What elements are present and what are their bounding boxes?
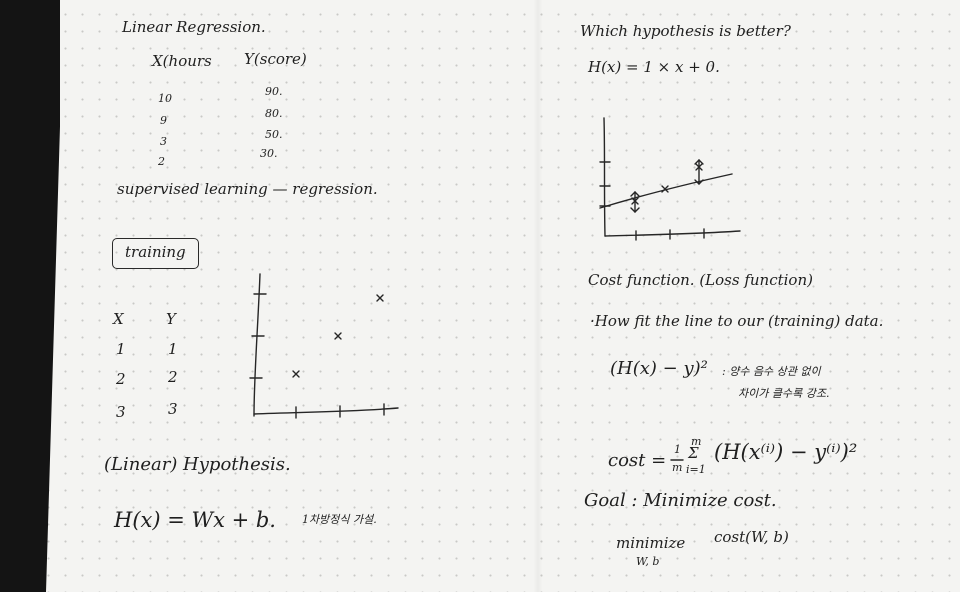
train-y-header: Y xyxy=(166,310,176,328)
table-row-x: 9 xyxy=(160,114,167,127)
table-header-y: Y(score) xyxy=(244,50,307,68)
scatter-point xyxy=(292,370,300,378)
train-row-y: 3 xyxy=(168,400,178,418)
table-row-y: 50. xyxy=(265,128,283,141)
example-hypothesis-formula: H(x) = 1 × x + 0. xyxy=(588,58,720,76)
fit-error-arrow xyxy=(694,159,704,185)
table-row-x: 10 xyxy=(158,92,172,105)
notebook-spine xyxy=(0,0,60,592)
train-row-y: 1 xyxy=(168,340,178,358)
fit-hypothesis-line xyxy=(599,173,733,209)
train-x-header: X xyxy=(113,310,124,328)
page-gutter xyxy=(533,0,543,592)
hypothesis-note: 1차방정식 가설. xyxy=(302,513,377,526)
scatter-point xyxy=(334,332,342,340)
fit-data-point xyxy=(661,185,669,193)
cost-formula-lhs: cost = xyxy=(608,450,667,471)
table-row-y: 80. xyxy=(265,107,283,120)
train-row-x: 3 xyxy=(116,403,126,421)
cost-formula-frac-num: 1 xyxy=(674,443,681,456)
minimize-word: minimize xyxy=(616,534,686,552)
squared-error-expression: (H(x) − y)² xyxy=(610,358,708,379)
training-scatter-sketch xyxy=(249,273,399,419)
line-fit-sketch xyxy=(599,117,741,241)
hypothesis-title: (Linear) Hypothesis. xyxy=(104,454,291,475)
supervised-learning-note: supervised learning — regression. xyxy=(117,180,378,198)
minimize-variables: W, b xyxy=(636,555,660,568)
scatter-point xyxy=(376,294,384,302)
fit-x-axis xyxy=(604,230,741,237)
train-row-x: 1 xyxy=(116,340,126,358)
fit-line-note: ·How fit the line to our (training) data… xyxy=(590,312,884,330)
cost-formula-sum-icon: Σ xyxy=(688,444,699,462)
linear-regression-title: Linear Regression. xyxy=(122,18,266,36)
fit-y-axis xyxy=(603,117,606,237)
cost-formula-sum-bottom: i=1 xyxy=(686,463,706,476)
squared-error-note-1: : 양수 음수 상관 없이 xyxy=(722,365,821,378)
goal-statement: Goal : Minimize cost. xyxy=(584,490,777,511)
scatter-x-axis xyxy=(253,407,399,415)
cost-function-title: Cost function. (Loss function) xyxy=(588,271,813,289)
train-row-x: 2 xyxy=(116,370,126,388)
cost-formula-sum-top: m xyxy=(691,435,702,448)
cost-formula-body: (H(x⁽ⁱ⁾) − y⁽ⁱ⁾)² xyxy=(714,440,858,464)
table-row-y: 90. xyxy=(265,85,283,98)
training-label: training xyxy=(112,238,199,269)
fit-error-arrow xyxy=(630,191,640,213)
hypothesis-formula: H(x) = Wx + b. xyxy=(114,508,276,532)
table-row-y: 30. xyxy=(260,147,278,160)
table-header-x: X(hours xyxy=(152,52,212,70)
cost-formula-frac-bar xyxy=(670,459,684,461)
minimize-target: cost(W, b) xyxy=(714,528,789,546)
train-row-y: 2 xyxy=(168,368,178,386)
which-hypothesis-question: Which hypothesis is better? xyxy=(580,22,791,40)
cost-formula-frac-den: m xyxy=(672,461,683,474)
scatter-y-axis xyxy=(253,273,261,417)
table-row-x: 2 xyxy=(158,155,165,168)
squared-error-note-2: 차이가 클수록 강조. xyxy=(738,387,830,400)
table-row-x: 3 xyxy=(160,135,167,148)
